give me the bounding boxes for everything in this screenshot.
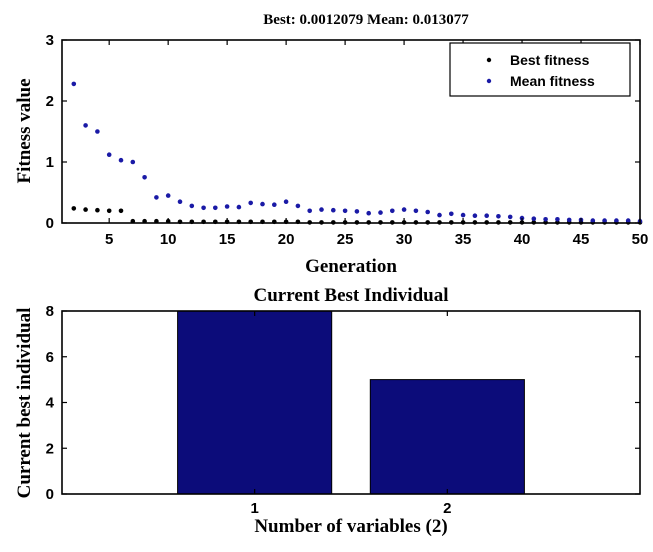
mean-fitness-point (213, 205, 218, 211)
mean-fitness-point (484, 213, 490, 218)
bar-variable-2 (369, 379, 525, 495)
mean-fitness-point (590, 218, 596, 223)
x-tick-label: 2 (443, 500, 451, 517)
x-tick-label: 40 (514, 231, 531, 248)
x-tick-label: 35 (455, 231, 472, 248)
mean-fitness-point (106, 152, 112, 157)
mean-fitness-point (201, 205, 206, 211)
mean-fitness-point (531, 216, 537, 221)
mean-fitness-point (307, 208, 313, 214)
best-individual-plot: Current Best Individual 1 2 0 2 4 6 8 Number o… (14, 285, 641, 537)
mean-fitness-point (472, 213, 478, 218)
mean-fitness-point (425, 209, 431, 215)
best-individual-axes-box (61, 310, 641, 495)
series-mean-fitness (71, 81, 643, 224)
mean-fitness-point (224, 204, 230, 209)
mean-fitness-point (272, 202, 277, 207)
series-best-fitness (71, 206, 643, 225)
mean-fitness-point (154, 195, 159, 200)
mean-fitness-point (413, 208, 419, 214)
fitness-plot: Best: 0.0012079 Mean: 0.013077 5 10 15 20 25… (14, 12, 648, 277)
mean-fitness-point (118, 157, 124, 163)
y-tick-label: 8 (46, 303, 54, 320)
legend-label-best: Best fitness (510, 52, 590, 68)
mean-fitness-point (555, 217, 560, 222)
mean-fitness-point (295, 203, 301, 209)
mean-fitness-point (390, 208, 395, 214)
best-fitness-point (106, 208, 112, 214)
fitness-plot-xlabel: Generation (305, 256, 397, 277)
y-tick-label: 1 (46, 154, 54, 171)
mean-fitness-point (177, 199, 183, 204)
mean-fitness-point (95, 129, 100, 134)
x-tick-label: 15 (219, 231, 236, 248)
legend-label-mean: Mean fitness (510, 73, 595, 89)
legend-marker-mean (486, 78, 492, 84)
best-individual-title: Current Best Individual (254, 285, 449, 306)
x-tick-label: 1 (250, 500, 258, 517)
mean-fitness-point (378, 210, 383, 215)
mean-fitness-point (566, 217, 572, 223)
x-tick-label: 10 (160, 231, 177, 248)
y-tick-label: 6 (46, 349, 54, 366)
mean-fitness-point (625, 218, 631, 223)
mean-fitness-point (236, 204, 242, 210)
mean-fitness-point (496, 214, 501, 219)
fitness-legend: Best fitness Mean fitness (449, 42, 631, 97)
mean-fitness-point (331, 207, 336, 213)
best-fitness-point (118, 208, 124, 214)
best-fitness-point (83, 207, 88, 212)
mean-fitness-point (507, 214, 513, 220)
mean-fitness-point (319, 207, 324, 212)
mean-fitness-point (83, 123, 88, 128)
y-tick-label: 0 (46, 215, 54, 232)
best-fitness-point (95, 207, 100, 213)
fitness-plot-title: Best: 0.0012079 Mean: 0.013077 (263, 12, 469, 28)
fitness-plot-ticks: 5 10 15 20 25 30 35 40 45 50 0 1 2 3 (46, 32, 649, 248)
mean-fitness-point (71, 81, 77, 87)
x-tick-label: 20 (278, 231, 295, 248)
best-individual-xlabel: Number of variables (2) (254, 516, 447, 537)
bar-variable-1 (177, 310, 333, 495)
x-tick-label: 50 (632, 231, 649, 248)
mean-fitness-point (401, 207, 407, 212)
best-individual-bars (177, 310, 525, 495)
mean-fitness-point (342, 208, 348, 214)
best-individual-ticks: 1 2 0 2 4 6 8 (46, 303, 640, 517)
x-tick-label: 30 (396, 231, 413, 248)
mean-fitness-point (460, 212, 466, 218)
mean-fitness-point (260, 201, 265, 207)
mean-fitness-point (283, 199, 289, 204)
y-tick-label: 3 (46, 32, 54, 49)
mean-fitness-point (614, 218, 619, 223)
legend-marker-best (486, 57, 492, 63)
mean-fitness-point (449, 211, 454, 217)
best-individual-ylabel: Current best individual (14, 308, 35, 499)
mean-fitness-point (543, 217, 548, 222)
mean-fitness-point (189, 203, 195, 209)
mean-fitness-point (248, 200, 253, 206)
x-tick-label: 25 (337, 231, 354, 248)
y-tick-label: 4 (46, 395, 55, 412)
mean-fitness-point (165, 193, 171, 198)
fitness-plot-marks (71, 81, 643, 225)
mean-fitness-point (602, 218, 607, 223)
x-tick-label: 5 (105, 231, 113, 248)
mean-fitness-point (366, 210, 372, 216)
fitness-plot-axes-box (61, 39, 641, 224)
y-tick-label: 2 (46, 93, 54, 110)
mean-fitness-point (130, 159, 136, 165)
mean-fitness-point (354, 209, 360, 214)
y-tick-label: 2 (46, 440, 54, 457)
fitness-plot-ylabel: Fitness value (14, 78, 35, 183)
y-tick-label: 0 (46, 486, 54, 503)
legend-box (449, 42, 631, 97)
mean-fitness-point (437, 212, 442, 218)
best-fitness-point (71, 206, 77, 211)
x-tick-label: 45 (573, 231, 590, 248)
mean-fitness-point (142, 175, 147, 180)
